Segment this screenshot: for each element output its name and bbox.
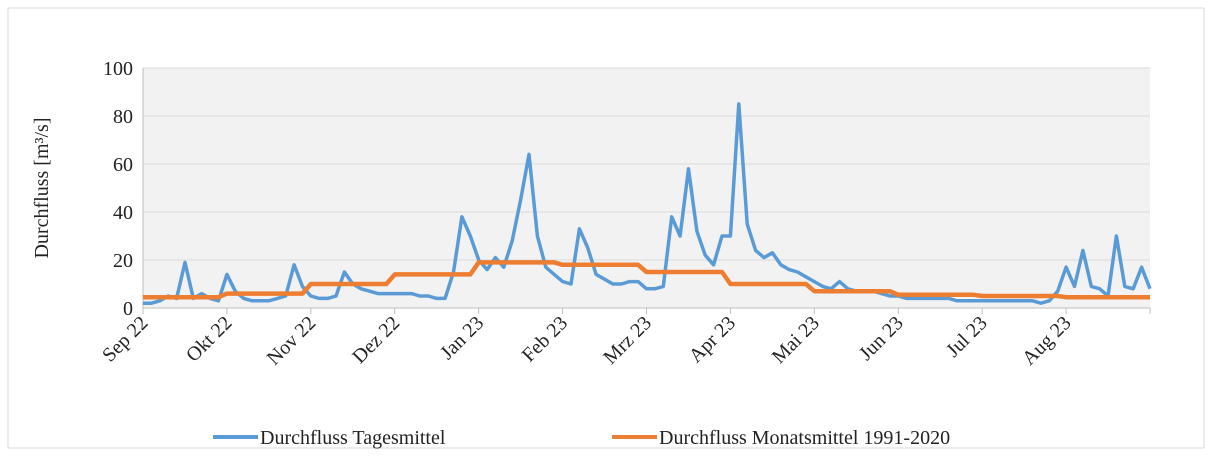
y-tick-label: 40 <box>113 202 133 224</box>
y-tick-label: 0 <box>123 298 133 320</box>
legend-label: Durchfluss Tagesmittel <box>260 427 446 449</box>
y-tick-label: 20 <box>113 250 133 272</box>
plot-area <box>143 68 1150 308</box>
y-axis-title: Durchfluss [m³/s] <box>31 118 53 259</box>
legend-label: Durchfluss Monatsmittel 1991-2020 <box>659 427 950 449</box>
y-tick-label: 80 <box>113 106 133 128</box>
data-line <box>143 102 1152 305</box>
data-line <box>143 260 1150 300</box>
y-tick-label: 60 <box>113 154 133 176</box>
y-tick-label: 100 <box>103 58 133 80</box>
